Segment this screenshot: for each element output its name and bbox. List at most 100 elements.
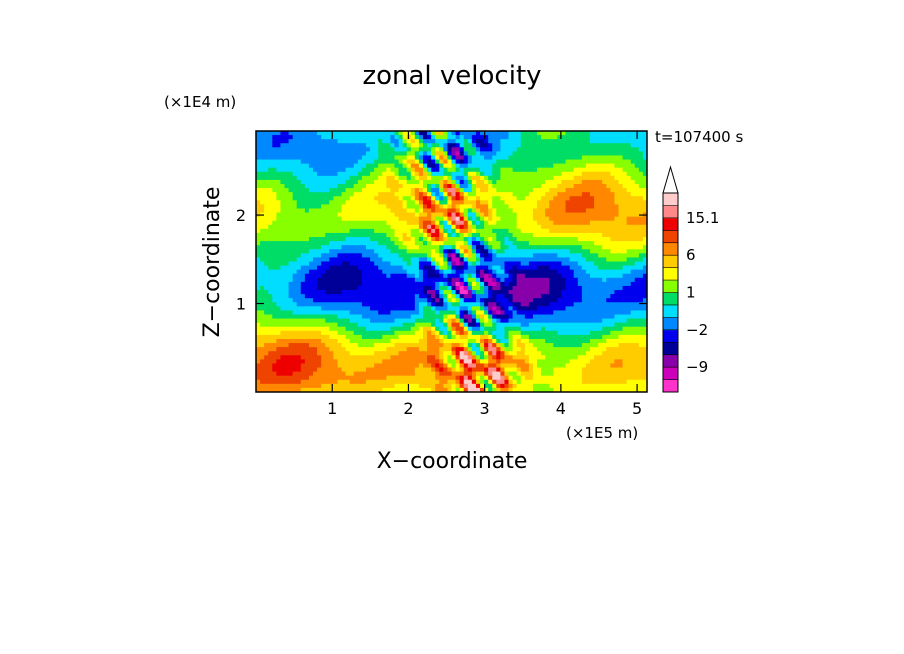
heatmap-cell bbox=[467, 306, 473, 312]
heatmap-cell bbox=[439, 135, 444, 140]
heatmap-cell bbox=[443, 273, 449, 279]
heatmap-cell bbox=[337, 212, 343, 218]
heatmap-cell bbox=[382, 155, 387, 161]
heatmap-cell bbox=[296, 179, 302, 185]
heatmap-cell bbox=[545, 196, 550, 201]
heatmap-cell bbox=[402, 261, 408, 267]
heatmap-cell bbox=[329, 171, 334, 177]
heatmap-cell bbox=[606, 277, 611, 283]
heatmap-cell bbox=[504, 302, 510, 307]
heatmap-cell bbox=[488, 232, 493, 238]
heatmap-cell bbox=[280, 175, 286, 181]
heatmap-cell bbox=[337, 310, 343, 316]
heatmap-cell bbox=[418, 322, 424, 328]
heatmap-cell bbox=[284, 224, 290, 230]
heatmap-cell bbox=[345, 151, 351, 157]
heatmap-cell bbox=[467, 212, 473, 218]
heatmap-cell bbox=[618, 334, 624, 340]
heatmap-cell bbox=[569, 298, 575, 303]
heatmap-cell bbox=[622, 314, 628, 320]
heatmap-cell bbox=[492, 281, 497, 287]
heatmap-cell bbox=[406, 184, 412, 189]
heatmap-cell bbox=[471, 139, 477, 144]
heatmap-cell bbox=[390, 269, 396, 275]
heatmap-cell bbox=[431, 245, 436, 250]
heatmap-cell bbox=[577, 310, 583, 316]
heatmap-cell bbox=[325, 334, 330, 340]
heatmap-cell bbox=[365, 330, 371, 336]
heatmap-cell bbox=[471, 253, 477, 259]
heatmap-cell bbox=[378, 135, 383, 140]
heatmap-cell bbox=[296, 143, 302, 148]
heatmap-cell bbox=[561, 163, 567, 169]
heatmap-cell bbox=[325, 302, 330, 307]
heatmap-cell bbox=[410, 253, 416, 259]
heatmap-cell bbox=[410, 184, 416, 189]
heatmap-cell bbox=[480, 298, 485, 303]
heatmap-cell bbox=[541, 208, 546, 214]
heatmap-cell bbox=[361, 159, 367, 165]
heatmap-cell bbox=[317, 298, 322, 303]
heatmap-cell bbox=[414, 208, 420, 214]
heatmap-cell bbox=[614, 265, 620, 271]
heatmap-cell bbox=[398, 200, 404, 206]
heatmap-cell bbox=[292, 330, 298, 336]
heatmap-cell bbox=[418, 277, 424, 283]
heatmap-cell bbox=[370, 175, 375, 181]
heatmap-cell bbox=[565, 257, 571, 263]
heatmap-cell bbox=[524, 334, 530, 340]
heatmap-cell bbox=[317, 159, 322, 165]
heatmap-cell bbox=[280, 212, 286, 218]
heatmap-cell bbox=[414, 188, 420, 193]
heatmap-cell bbox=[418, 281, 424, 287]
heatmap-cell bbox=[634, 245, 640, 250]
heatmap-cell bbox=[288, 143, 294, 148]
heatmap-cell bbox=[496, 265, 501, 271]
heatmap-cell bbox=[276, 269, 282, 275]
heatmap-cell bbox=[455, 163, 461, 169]
heatmap-cell bbox=[260, 338, 265, 344]
heatmap-cell bbox=[264, 216, 269, 222]
heatmap-cell bbox=[480, 151, 485, 157]
heatmap-cell bbox=[528, 224, 534, 230]
heatmap-cell bbox=[642, 245, 647, 250]
heatmap-cell bbox=[386, 175, 391, 181]
heatmap-cell bbox=[329, 179, 334, 185]
heatmap-cell bbox=[524, 200, 530, 206]
heatmap-cell bbox=[537, 220, 542, 226]
heatmap-cell bbox=[463, 322, 469, 328]
heatmap-cell bbox=[467, 257, 473, 263]
heatmap-cell bbox=[642, 330, 647, 336]
heatmap-cell bbox=[398, 188, 404, 193]
heatmap-cell bbox=[296, 228, 302, 234]
heatmap-cell bbox=[414, 139, 420, 144]
heatmap-cell bbox=[610, 334, 616, 340]
heatmap-cell bbox=[594, 171, 599, 177]
heatmap-cell bbox=[439, 237, 444, 242]
heatmap-cell bbox=[321, 232, 326, 238]
heatmap-cell bbox=[520, 281, 526, 287]
heatmap-cell bbox=[268, 281, 273, 287]
heatmap-cell bbox=[496, 167, 501, 173]
heatmap-cell bbox=[455, 212, 461, 218]
heatmap-cell bbox=[618, 310, 624, 316]
heatmap-cell bbox=[410, 163, 416, 169]
heatmap-cell bbox=[532, 298, 538, 303]
heatmap-cell bbox=[300, 224, 306, 230]
heatmap-cell bbox=[272, 245, 277, 250]
heatmap-cell bbox=[394, 188, 400, 193]
heatmap-cell bbox=[484, 294, 489, 299]
heatmap-cell bbox=[504, 273, 510, 279]
heatmap-cell bbox=[516, 285, 522, 291]
heatmap-cell bbox=[634, 151, 640, 157]
heatmap-cell bbox=[268, 261, 273, 267]
heatmap-cell bbox=[349, 298, 355, 303]
heatmap-cell bbox=[549, 224, 554, 230]
heatmap-cell bbox=[288, 212, 294, 218]
heatmap-cell bbox=[435, 212, 440, 218]
heatmap-cell bbox=[455, 196, 461, 201]
heatmap-cell bbox=[451, 285, 457, 291]
heatmap-cell bbox=[390, 228, 396, 234]
heatmap-cell bbox=[516, 257, 522, 263]
heatmap-cell bbox=[337, 322, 343, 328]
